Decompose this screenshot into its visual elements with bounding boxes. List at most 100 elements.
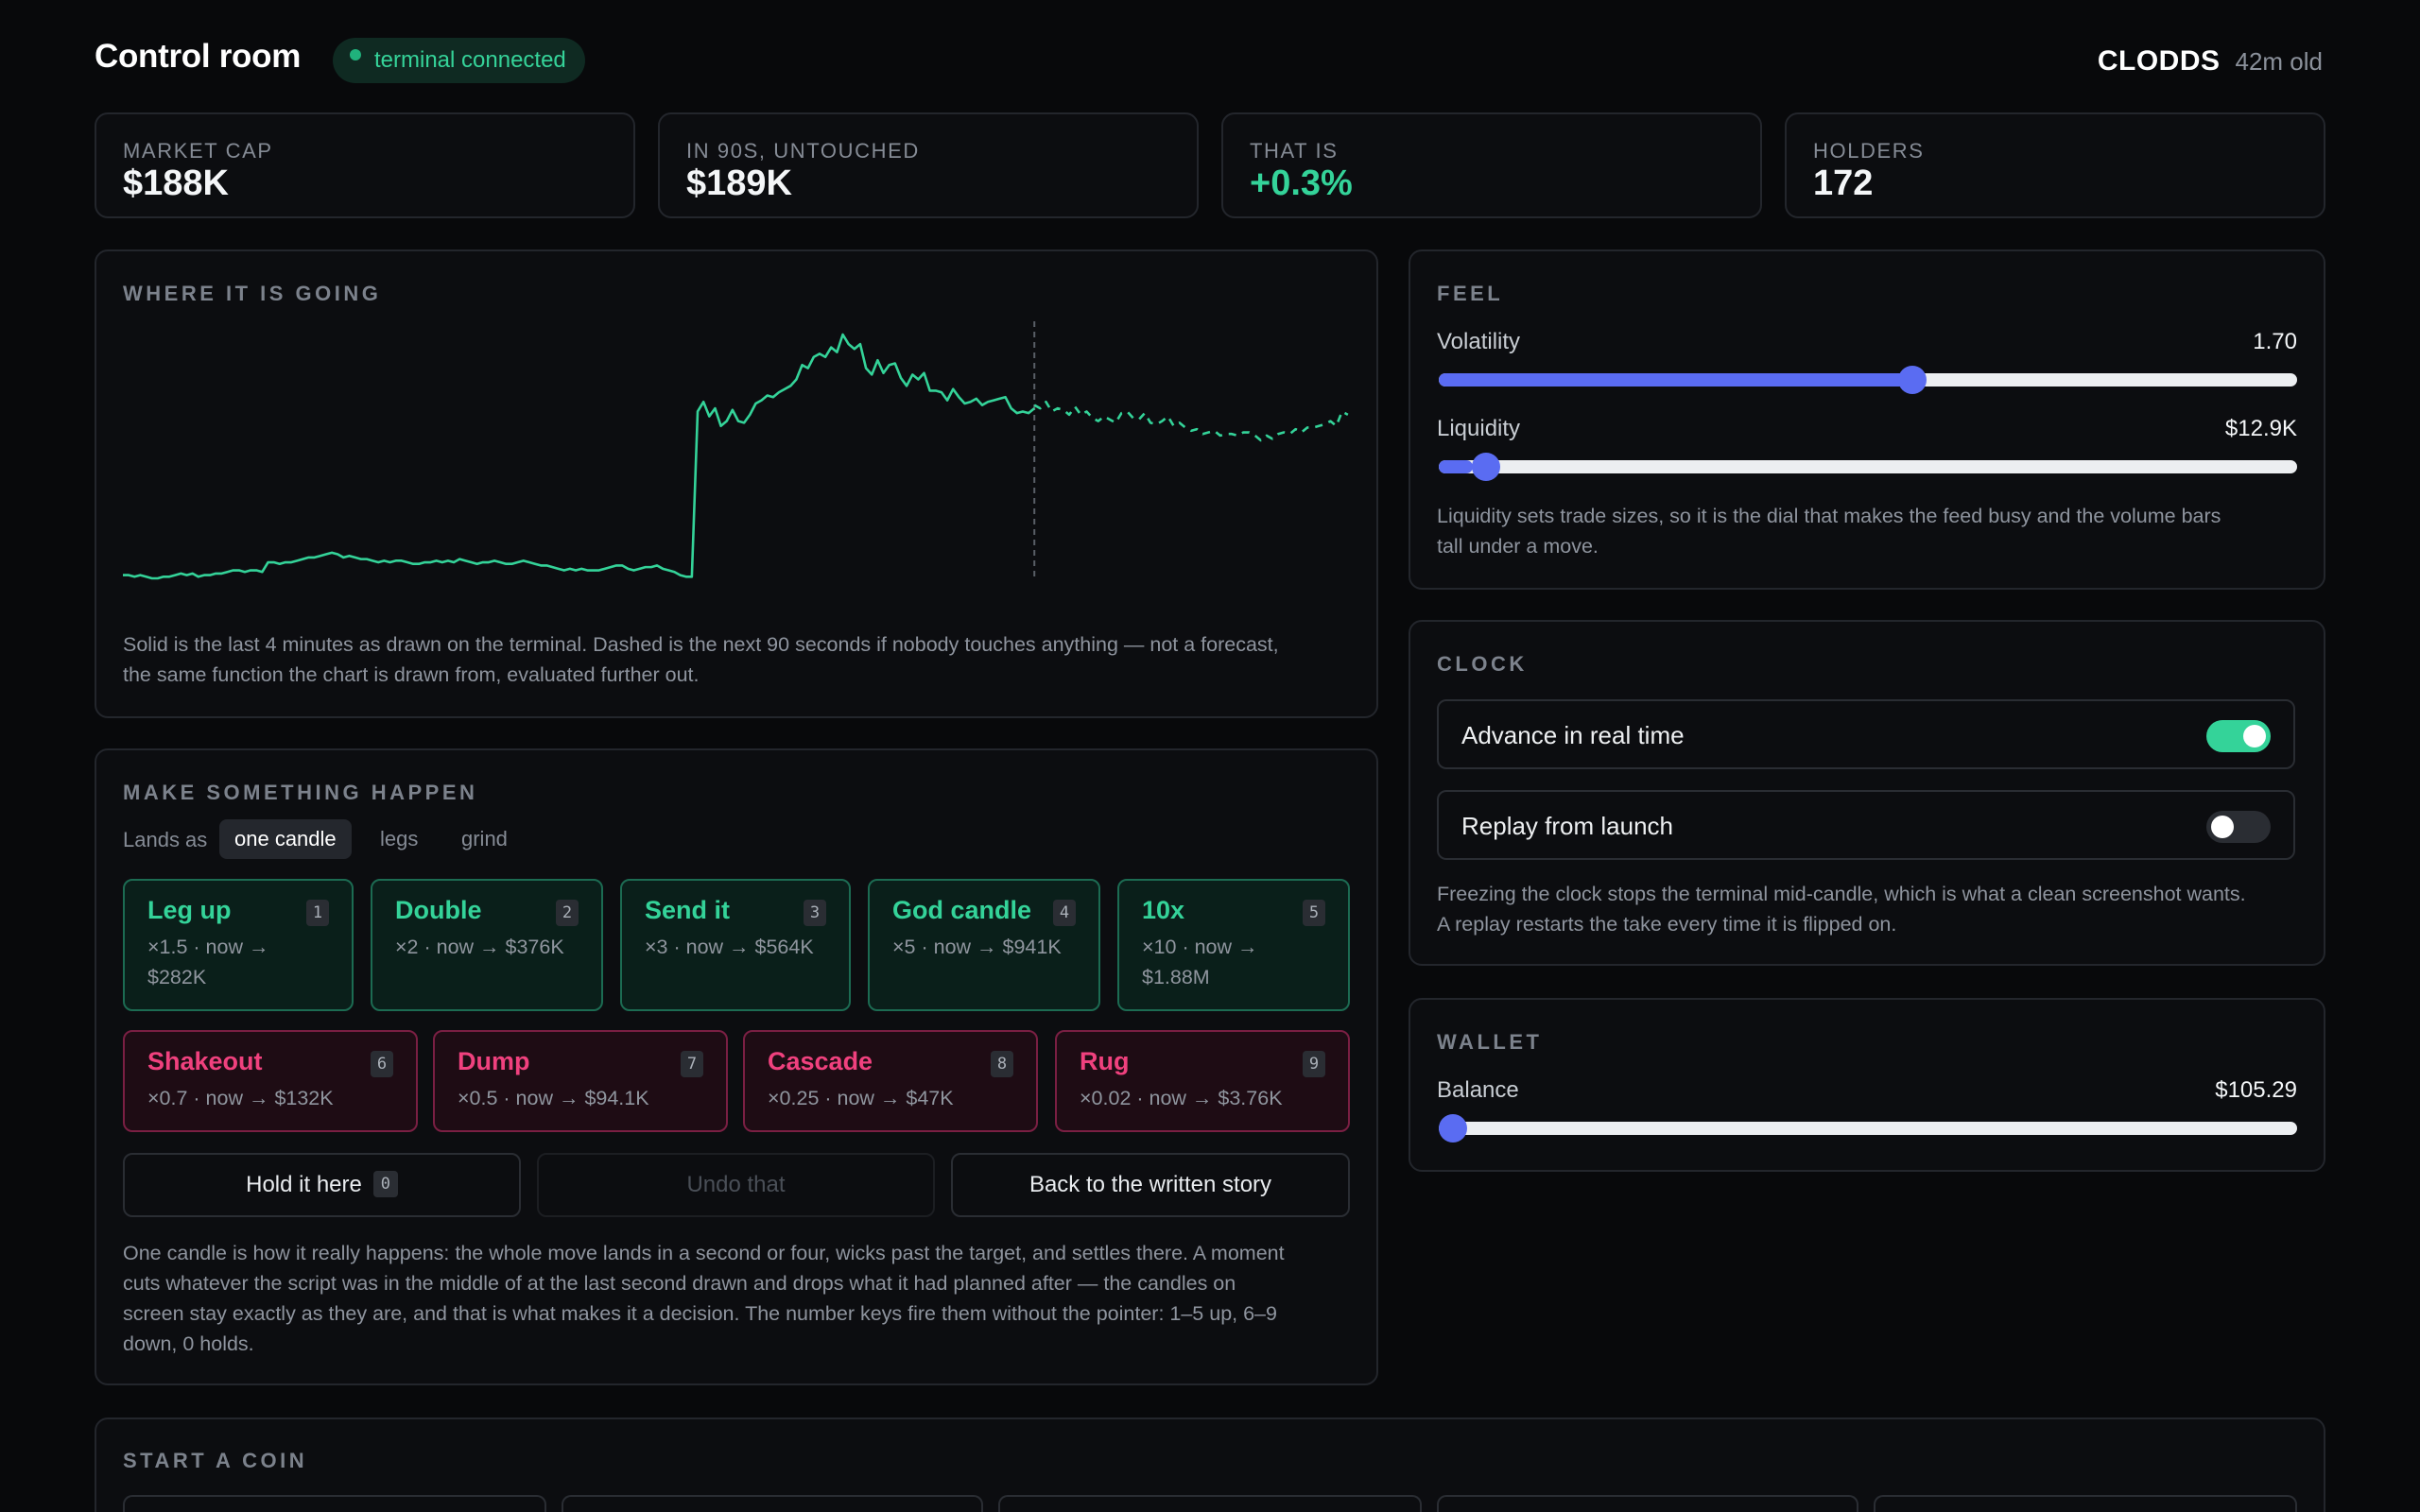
action-desc: ×0.7 · now → $132K [147,1087,334,1109]
coin-name: CLODDS [2097,45,2221,77]
action-name: Dump [458,1047,530,1075]
connection-status-badge: terminal connected [333,38,585,83]
section-title: WALLET [1437,1030,1543,1054]
stat-label: HOLDERS [1813,139,1925,163]
stat-change: THAT IS +0.3% [1221,112,1762,218]
projection-panel: WHERE IT IS GOING Solid is the last 4 mi… [95,249,1378,718]
section-title: WHERE IT IS GOING [123,282,382,305]
realtime-toggle-row[interactable]: Advance in real time [1437,699,2295,769]
balance-slider[interactable] [1439,1114,2297,1143]
realtime-toggle[interactable] [2206,720,2271,752]
coin-ticker: CLODDS 42m old [2098,45,2323,77]
mode-one-candle[interactable]: one candle [219,819,352,859]
undo-button[interactable]: Undo that [537,1153,935,1217]
liquidity-label: Liquidity [1437,416,1521,441]
stat-value: 172 [1813,163,1874,203]
action-name: God candle [892,896,1032,924]
action-name: Shakeout [147,1047,263,1075]
chart-caption-line2: the same function the chart is drawn fro… [123,663,700,686]
hold-label: Hold it here [246,1172,362,1197]
clock-caption-line2: A replay restarts the take every time it… [1437,913,1897,936]
replay-label: Replay from launch [1461,812,1673,840]
action-desc: ×5 · now → $941K [892,936,1062,958]
clock-panel: CLOCK Advance in real time Replay from l… [1409,620,2325,966]
actions-caption-line1: One candle is how it really happens: the… [123,1242,1285,1264]
section-title: FEEL [1437,282,1504,305]
balance-slider-thumb[interactable] [1439,1114,1467,1143]
liquidity-slider-fill [1439,460,1474,473]
volatility-label: Volatility [1437,329,1521,354]
mode-legs[interactable]: legs [380,827,419,850]
feel-caption-line2: tall under a move. [1437,535,1599,558]
connection-status-text: terminal connected [374,47,566,73]
action-desc: ×1.5 · now → $282K [147,936,269,988]
hotkey-badge: 0 [372,1170,398,1197]
action-desc: ×0.02 · now → $3.76K [1080,1087,1283,1109]
series-dashed-line [1033,400,1349,442]
price-chart [123,321,1349,580]
action-send-it-button[interactable]: Send it 3 ×3 · now → $564K [620,879,851,1011]
chart-caption-line1: Solid is the last 4 minutes as drawn on … [123,633,1279,656]
stat-label: IN 90S, UNTOUCHED [686,139,920,163]
actions-caption-line3: screen stay exactly as they are, and tha… [123,1302,1277,1325]
stat-in-90s: IN 90S, UNTOUCHED $189K [658,112,1199,218]
volatility-slider-thumb[interactable] [1897,366,1927,394]
liquidity-slider-thumb[interactable] [1472,453,1501,481]
action-name: Double [395,896,482,924]
toggle-knob [2211,816,2234,838]
stat-label: THAT IS [1250,139,1339,163]
action-god-candle-button[interactable]: God candle 4 ×5 · now → $941K [868,879,1100,1011]
coin-option-card[interactable] [1437,1495,1858,1512]
coin-option-card[interactable] [1874,1495,2297,1512]
toggle-knob [2243,725,2266,747]
status-dot-icon [350,49,361,60]
replay-toggle[interactable] [2206,811,2271,843]
stat-holders: HOLDERS 172 [1785,112,2325,218]
action-desc: ×0.5 · now → $94.1K [458,1087,649,1109]
action-name: Leg up [147,896,232,924]
section-title: MAKE SOMETHING HAPPEN [123,781,478,804]
action-name: 10x [1142,896,1185,924]
hold-button[interactable]: Hold it here 0 [123,1153,521,1217]
replay-toggle-row[interactable]: Replay from launch [1437,790,2295,860]
action-desc: ×3 · now → $564K [645,936,814,958]
hotkey-badge: 1 [306,900,329,926]
feel-panel: FEEL Volatility 1.70 Liquidity $12.9K Li… [1409,249,2325,590]
coin-option-card[interactable] [998,1495,1422,1512]
action-name: Send it [645,896,731,924]
section-title: START A COIN [123,1449,308,1472]
coin-age: 42m old [2235,47,2324,76]
volatility-slider-fill [1439,373,1914,387]
stat-market-cap: MARKET CAP $188K [95,112,635,218]
stat-value: +0.3% [1250,163,1353,203]
coin-option-card[interactable] [123,1495,546,1512]
realtime-label: Advance in real time [1461,721,1685,749]
action-desc: ×0.25 · now → $47K [768,1087,954,1109]
liquidity-value: $12.9K [2224,416,2297,441]
liquidity-slider[interactable] [1439,453,2297,481]
action-dump-button[interactable]: Dump 7 ×0.5 · now → $94.1K [433,1030,728,1132]
hotkey-badge: 2 [556,900,579,926]
section-title: CLOCK [1437,652,1528,676]
lands-as-label: Lands as [123,828,208,851]
hotkey-badge: 8 [991,1051,1013,1077]
balance-label: Balance [1437,1077,1519,1103]
action-desc: ×2 · now → $376K [395,936,564,958]
mode-grind[interactable]: grind [461,827,508,850]
action-rug-button[interactable]: Rug 9 ×0.02 · now → $3.76K [1055,1030,1350,1132]
hotkey-badge: 5 [1303,900,1325,926]
volatility-slider[interactable] [1439,366,2297,394]
action-10x-button[interactable]: 10x 5 ×10 · now → $1.88M [1117,879,1350,1011]
actions-caption-line2: cuts whatever the script was in the midd… [123,1272,1236,1295]
actions-caption-line4: down, 0 holds. [123,1332,254,1355]
volatility-value: 1.70 [2253,329,2297,354]
hotkey-badge: 7 [681,1051,703,1077]
action-leg-up-button[interactable]: Leg up 1 ×1.5 · now → $282K [123,879,354,1011]
hotkey-badge: 9 [1303,1051,1325,1077]
clock-caption-line1: Freezing the clock stops the terminal mi… [1437,883,2246,905]
coin-option-card[interactable] [562,1495,983,1512]
action-shakeout-button[interactable]: Shakeout 6 ×0.7 · now → $132K [123,1030,418,1132]
action-cascade-button[interactable]: Cascade 8 ×0.25 · now → $47K [743,1030,1038,1132]
action-double-button[interactable]: Double 2 ×2 · now → $376K [371,879,603,1011]
back-to-story-button[interactable]: Back to the written story [951,1153,1350,1217]
